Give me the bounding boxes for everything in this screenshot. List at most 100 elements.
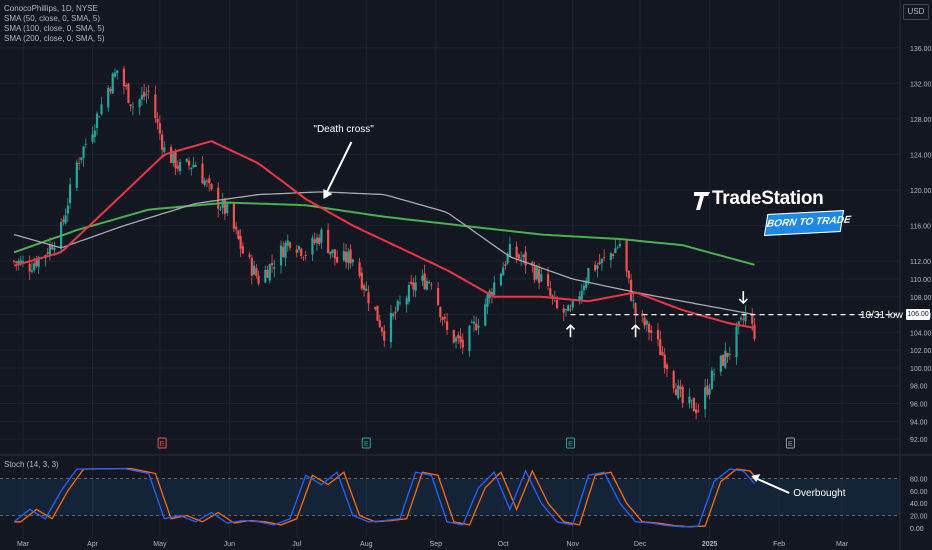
candle-body: [347, 251, 350, 263]
candle-body: [333, 249, 336, 259]
candle-body: [194, 165, 197, 167]
candle-body: [37, 257, 40, 268]
candle-body: [681, 386, 684, 403]
indicator-sma100[interactable]: SMA (100, close, 0, SMA, 5): [4, 24, 105, 33]
candle-body: [430, 284, 433, 286]
earnings-marker-box: [785, 437, 795, 449]
candle-body: [358, 262, 361, 277]
x-tick-label: Mar: [836, 541, 849, 548]
candle-body: [618, 243, 621, 247]
candle-body: [744, 312, 747, 322]
overbought-arrow-icon: [754, 477, 790, 494]
candle-body: [77, 163, 81, 164]
candle-body: [336, 257, 339, 263]
candle-body: [643, 317, 646, 326]
candle-body: [537, 268, 541, 283]
candle-body: [223, 199, 227, 214]
indicator-sma50[interactable]: SMA (50, close, 0, SMA, 5): [4, 14, 101, 23]
candle-body: [555, 299, 559, 308]
candle-body: [578, 296, 581, 301]
candle-body: [360, 272, 363, 289]
stoch-y-tick-label: 0.00: [910, 526, 924, 533]
y-tick-label: 98.00: [910, 384, 928, 391]
candle-body: [318, 237, 321, 245]
candle-body: [374, 306, 377, 310]
candle-body: [342, 251, 345, 261]
candle-body: [522, 254, 525, 258]
candle-body: [145, 94, 148, 96]
candle-body: [695, 409, 698, 414]
candle-body: [311, 237, 314, 255]
stoch-y-tick-label: 80.00: [910, 476, 928, 483]
candle-body: [127, 83, 130, 103]
x-tick-label: Mar: [17, 541, 30, 548]
candle-body: [302, 257, 305, 258]
up-arrow-icon: [630, 324, 641, 338]
candle-body: [192, 164, 195, 168]
y-tick-label: 108.00: [910, 295, 932, 302]
candle-body: [64, 215, 67, 224]
candle-body: [677, 385, 680, 399]
candle-body: [704, 387, 707, 409]
candle-body: [235, 226, 238, 230]
candle-body: [486, 294, 489, 307]
chart-legend: ConocoPhillips, 1D, NYSE SMA (50, close,…: [4, 4, 104, 44]
candle-body: [158, 122, 161, 134]
stoch-label[interactable]: Stoch (14, 3, 3): [4, 460, 59, 469]
candle-body: [499, 273, 503, 286]
candle-body: [394, 311, 397, 314]
candle-body: [531, 262, 534, 266]
candle-body: [169, 147, 173, 164]
candle-body: [331, 249, 334, 253]
y-tick-label: 92.00: [910, 437, 928, 444]
logo-tagline: BORN TO TRADE: [763, 210, 852, 236]
x-tick-label: Apr: [87, 541, 99, 548]
y-tick-label: 136.00: [910, 46, 932, 53]
candle-body: [107, 87, 110, 108]
candle-body: [603, 257, 606, 259]
candle-body: [674, 389, 678, 396]
stoch-y-tick-label: 20.00: [910, 514, 928, 521]
candle-body: [376, 305, 379, 321]
y-tick-label: 94.00: [910, 419, 928, 426]
y-tick-label: 112.00: [910, 259, 931, 266]
x-tick-label: May: [153, 541, 167, 548]
currency-button[interactable]: USD: [903, 4, 929, 20]
candle-body: [365, 288, 368, 291]
candle-body: [201, 163, 204, 184]
candle-body: [612, 254, 615, 256]
candle-body: [95, 113, 99, 128]
candle-body: [248, 254, 251, 257]
tradestation-logo-icon: [694, 192, 710, 210]
candle-body: [679, 386, 682, 390]
y-tick-label: 110.00: [910, 277, 931, 284]
candle-body: [712, 373, 716, 375]
candle-body: [297, 246, 301, 250]
candle-body: [185, 158, 188, 162]
candle-body: [587, 268, 590, 283]
candle-body: [728, 354, 731, 356]
candle-body: [178, 161, 182, 172]
candle-body: [351, 259, 354, 263]
candle-body: [454, 337, 458, 342]
candle-body: [172, 152, 175, 163]
earnings-marker: E: [565, 437, 575, 449]
death-cross-arrow-icon: [324, 141, 353, 196]
candle-body: [252, 265, 256, 275]
candle-body: [140, 95, 144, 100]
candle-body: [567, 305, 570, 312]
indicator-sma200[interactable]: SMA (200, close, 0, SMA, 5): [4, 34, 105, 43]
earnings-marker: E: [361, 437, 371, 449]
candle-body: [53, 247, 56, 250]
candle-body: [546, 274, 550, 287]
candle-body: [284, 243, 287, 259]
candle-body: [625, 240, 628, 272]
candle-body: [470, 321, 473, 323]
candle-body: [692, 398, 696, 412]
candle-body: [428, 282, 431, 283]
candle-body: [286, 240, 289, 246]
x-tick-label: Dec: [634, 541, 647, 548]
candle-body: [540, 274, 543, 282]
symbol-title: ConocoPhillips, 1D, NYSE: [4, 4, 98, 13]
